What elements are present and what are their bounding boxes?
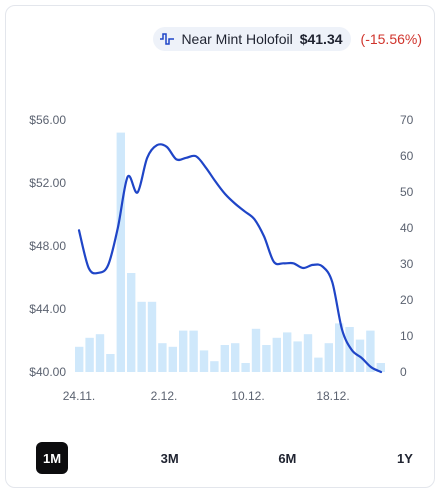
- volume-bar: [335, 323, 344, 372]
- range-button-6m[interactable]: 6M: [278, 450, 297, 466]
- volume-bar: [179, 330, 188, 372]
- legend-series-name: Near Mint Holofoil: [181, 31, 293, 47]
- volume-bar: [345, 327, 354, 372]
- volume-bar: [303, 334, 313, 372]
- volume-bar: [158, 343, 167, 372]
- price-line: [77, 143, 383, 374]
- y-left-tick-label: $40.00: [29, 365, 66, 379]
- y-right-tick-label: 40: [400, 221, 414, 235]
- volume-bar: [366, 330, 375, 372]
- volume-bar: [314, 357, 323, 372]
- y-right-tick-label: 60: [400, 149, 414, 163]
- volume-bar: [199, 350, 209, 372]
- x-tick-label: 2.12.: [151, 389, 178, 403]
- y-left-tick-label: $56.00: [29, 113, 66, 127]
- volume-bar: [106, 354, 115, 372]
- volume-bar: [241, 363, 250, 372]
- volume-bar: [220, 345, 229, 372]
- volume-bar: [262, 345, 271, 372]
- legend-change: (-15.56%): [360, 31, 422, 47]
- volume-bar: [231, 343, 240, 372]
- x-tick-label: 10.12.: [231, 389, 264, 403]
- x-tick-label: 18.12.: [316, 389, 349, 403]
- y-left-tick-label: $48.00: [29, 239, 66, 253]
- volume-bar: [272, 337, 281, 372]
- range-button-1m[interactable]: 1M: [36, 442, 69, 474]
- y-left-tick-label: $52.00: [29, 176, 66, 190]
- y-right-tick-label: 30: [400, 257, 414, 271]
- price-chart: $56.00 $52.00 $48.00 $44.00 $40.00 70 60 50 40 30…: [29, 113, 414, 403]
- line-series-icon: [160, 33, 175, 45]
- x-tick-label: 24.11.: [63, 389, 95, 403]
- y-left-tick-label: $44.00: [29, 302, 66, 316]
- range-button-1y[interactable]: 1Y: [397, 450, 413, 466]
- volume-bar: [251, 328, 261, 372]
- volume-bar: [137, 301, 146, 372]
- chart-legend: Near Mint Holofoil $41.34 (-15.56%): [153, 26, 422, 52]
- volume-bar: [293, 341, 302, 372]
- chart-card: Near Mint Holofoil $41.34 (-15.56%) $56.…: [5, 5, 435, 488]
- y-right-tick-label: 50: [400, 185, 414, 199]
- y-right-tick-label: 70: [400, 113, 414, 127]
- volume-bar: [376, 363, 385, 372]
- volume-bar: [189, 330, 198, 372]
- legend-pill[interactable]: Near Mint Holofoil $41.34: [153, 27, 351, 51]
- volume-bar: [283, 332, 292, 372]
- volume-bar: [127, 273, 136, 372]
- volume-bar: [168, 346, 177, 372]
- volume-bar: [95, 334, 105, 372]
- volume-bar: [75, 346, 84, 372]
- volume-bar: [116, 132, 125, 372]
- y-right-tick-label: 20: [400, 293, 414, 307]
- range-selector: 1M 3M 6M 1Y: [36, 442, 421, 474]
- legend-price: $41.34: [299, 31, 343, 47]
- y-right-tick-label: 10: [400, 329, 414, 343]
- volume-bar: [324, 343, 333, 372]
- volume-bar: [210, 361, 219, 372]
- volume-bar: [85, 337, 94, 372]
- y-right-tick-label: 0: [400, 365, 407, 379]
- volume-bar: [147, 301, 157, 372]
- range-button-3m[interactable]: 3M: [160, 450, 179, 466]
